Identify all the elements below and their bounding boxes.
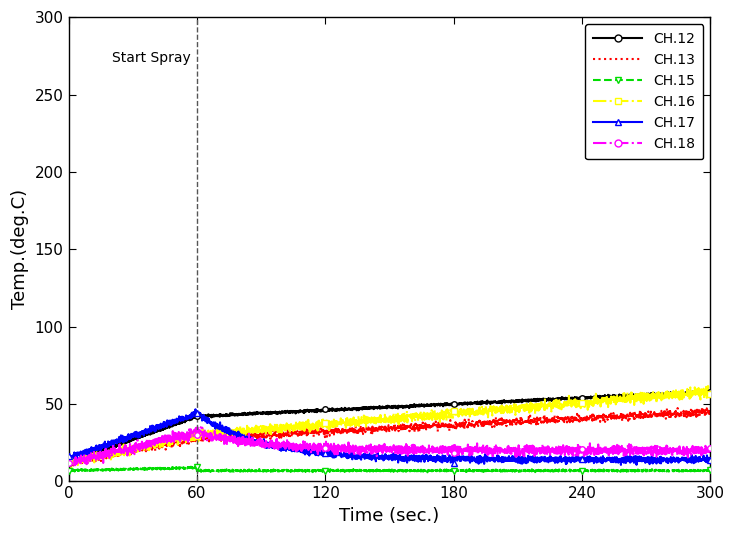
Text: Start Spray: Start Spray: [112, 51, 191, 65]
Y-axis label: Temp.(deg.C): Temp.(deg.C): [11, 189, 29, 309]
Legend: CH.12, CH.13, CH.15, CH.16, CH.17, CH.18: CH.12, CH.13, CH.15, CH.16, CH.17, CH.18: [585, 24, 704, 159]
X-axis label: Time (sec.): Time (sec.): [339, 507, 439, 525]
